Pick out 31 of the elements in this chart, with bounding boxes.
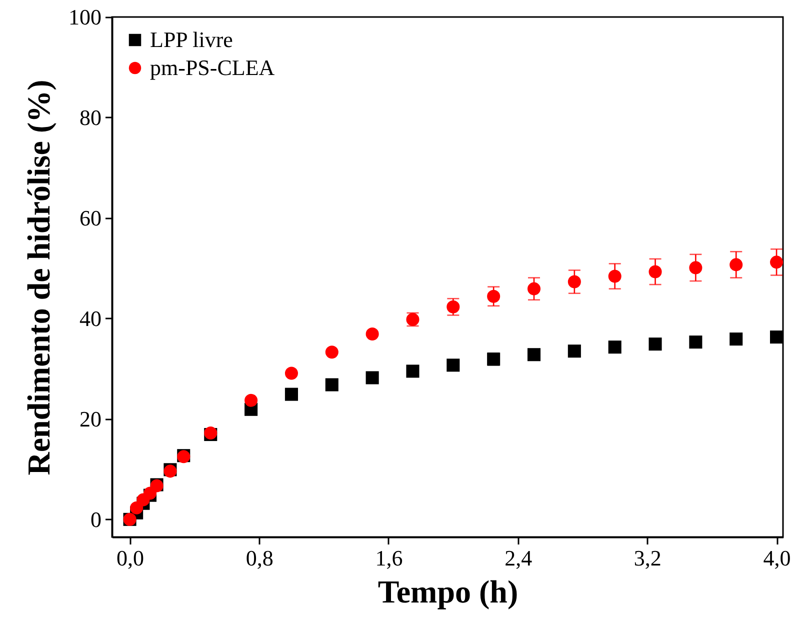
x-tick-label: 0,0 (116, 546, 144, 570)
point (487, 290, 500, 303)
x-tick-label: 1,6 (375, 546, 403, 570)
x-tick-label: 3,2 (634, 546, 662, 570)
point (325, 346, 338, 359)
point (770, 256, 784, 269)
x-tick-label: 4,0 (763, 546, 791, 570)
point (648, 338, 662, 351)
point (689, 336, 702, 349)
y-tick-label: 0 (90, 506, 102, 532)
point (366, 371, 379, 384)
y-tick-label: 100 (68, 4, 102, 30)
point (770, 330, 784, 344)
x-tick-label: 0,8 (246, 546, 274, 570)
x-axis-title: Tempo (h) (378, 574, 518, 610)
point (730, 332, 743, 346)
y-tick-label: 60 (80, 205, 102, 230)
y-tick-label: 20 (80, 406, 102, 432)
y-axis-title: Rendimento de hidrólise (%) (20, 80, 56, 476)
point (568, 344, 581, 358)
x-tick-label: 2,4 (504, 546, 532, 570)
y-tick-label: 40 (80, 306, 102, 331)
point (325, 378, 338, 392)
y-tick-label: 80 (80, 104, 102, 130)
point (366, 328, 379, 341)
point (284, 388, 298, 401)
point (608, 340, 622, 354)
legend-label: pm-PS-CLEA (150, 55, 275, 80)
legend-label: LPP livre (150, 27, 233, 52)
point (244, 394, 258, 407)
point (284, 366, 298, 380)
